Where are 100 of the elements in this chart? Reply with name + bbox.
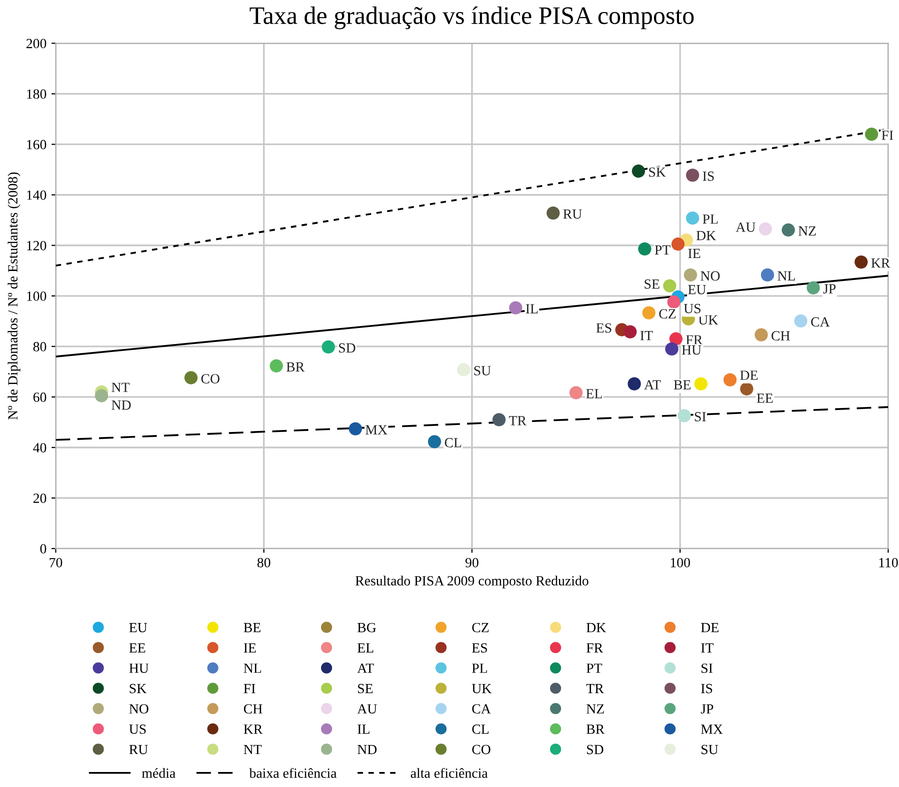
- legend-label: DK: [586, 623, 606, 632]
- legend-label: baixa eficiência: [249, 768, 337, 778]
- legend-label: UK: [472, 684, 492, 694]
- y-tick-label: 160: [27, 140, 46, 150]
- text: EU: [688, 285, 706, 294]
- text: CA: [811, 317, 830, 327]
- point: [806, 281, 820, 294]
- point: [624, 325, 637, 338]
- point: [628, 377, 641, 390]
- text: FR: [686, 335, 703, 344]
- legend-label: AU: [357, 704, 377, 714]
- text: SU: [474, 366, 491, 376]
- point: [740, 382, 754, 396]
- text: MX: [366, 425, 388, 434]
- text: PT: [654, 245, 670, 254]
- y-tick-label: 80: [33, 342, 46, 352]
- point: [794, 314, 808, 328]
- text: CL: [444, 438, 462, 448]
- y-tick-label: 140: [27, 190, 46, 200]
- text: NT: [112, 382, 130, 392]
- point: [270, 359, 283, 372]
- point: [322, 340, 335, 354]
- text: FI: [882, 130, 894, 140]
- point: [686, 168, 700, 182]
- legend-label: DE: [701, 623, 718, 632]
- point: [348, 422, 362, 436]
- y-tick-label: 200: [26, 38, 46, 48]
- legend-label: SU: [702, 744, 718, 754]
- legend-label: HU: [129, 664, 149, 673]
- point: [569, 386, 583, 400]
- legend-label: BG: [358, 622, 376, 632]
- legend-label: NL: [244, 664, 262, 673]
- legend-label: MX: [701, 724, 723, 734]
- legend-label: IL: [358, 724, 370, 734]
- point: [457, 363, 470, 376]
- legend-label: SD: [587, 744, 604, 754]
- point: [854, 255, 868, 269]
- text: KR: [871, 258, 890, 268]
- y-tick-label: 100: [27, 291, 46, 301]
- legend-label: NO: [129, 704, 148, 714]
- text: BE: [674, 380, 690, 390]
- point: [663, 279, 676, 292]
- point: [758, 222, 772, 236]
- legend-label: EE: [129, 643, 146, 652]
- y-tick-label: 180: [27, 89, 46, 99]
- legend-label: IS: [701, 684, 712, 694]
- y-tick-label: 0: [40, 544, 46, 554]
- text: CH: [772, 331, 790, 341]
- legend-label: alta eficiência: [410, 768, 488, 778]
- legend-label: PT: [586, 664, 602, 673]
- point: [754, 328, 768, 342]
- chart-title: Taxa de graduação vs índice PISA composto: [250, 6, 694, 30]
- point: [546, 206, 560, 220]
- text: ND: [112, 400, 131, 410]
- text: SK: [649, 167, 666, 177]
- point: [678, 409, 691, 422]
- point: [864, 128, 878, 141]
- text: AT: [644, 380, 661, 390]
- legend-label: TR: [586, 684, 604, 694]
- text: CO: [201, 374, 220, 384]
- text: CZ: [659, 309, 676, 319]
- legend-label: JP: [700, 704, 714, 714]
- legend-label: CO: [472, 744, 490, 754]
- point: [669, 332, 683, 346]
- text: UK: [698, 315, 718, 325]
- point: [509, 301, 522, 314]
- legend-label: CZ: [472, 622, 489, 632]
- legend-label: EU: [129, 623, 148, 632]
- text: SE: [644, 279, 660, 289]
- text: SI: [694, 412, 706, 422]
- legend-label: SI: [702, 664, 712, 673]
- legend-label: ES: [472, 643, 487, 653]
- text: IS: [702, 172, 714, 181]
- x-tick-label: 70: [50, 558, 62, 568]
- legend-label: média: [142, 768, 176, 778]
- point: [684, 268, 698, 282]
- legend-label: KR: [244, 724, 263, 734]
- text: HU: [682, 345, 702, 355]
- point: [686, 212, 700, 225]
- legend-label: FI: [244, 684, 256, 694]
- text: DK: [696, 230, 716, 240]
- point: [723, 373, 737, 386]
- text: PL: [702, 214, 718, 224]
- x-tick-label: 90: [465, 558, 478, 568]
- point: [428, 435, 442, 448]
- point: [665, 342, 678, 356]
- text: NO: [700, 271, 720, 281]
- legend-label: IT: [701, 643, 714, 652]
- x-tick-label: 110: [879, 558, 898, 568]
- legend-label: PL: [472, 664, 487, 673]
- text: EL: [586, 389, 602, 398]
- legend-label: US: [129, 724, 146, 734]
- text: TR: [509, 416, 526, 426]
- point: [94, 389, 108, 402]
- point: [671, 238, 685, 251]
- y-tick-label: 40: [33, 443, 46, 452]
- y-axis-title: Nº de Diplomados / Nº de Estudantes (2008): [8, 172, 20, 420]
- x-axis-title: Resultado PISA 2009 composto Reduzido: [355, 576, 588, 588]
- point: [694, 377, 708, 390]
- x-tick-label: 80: [257, 558, 270, 568]
